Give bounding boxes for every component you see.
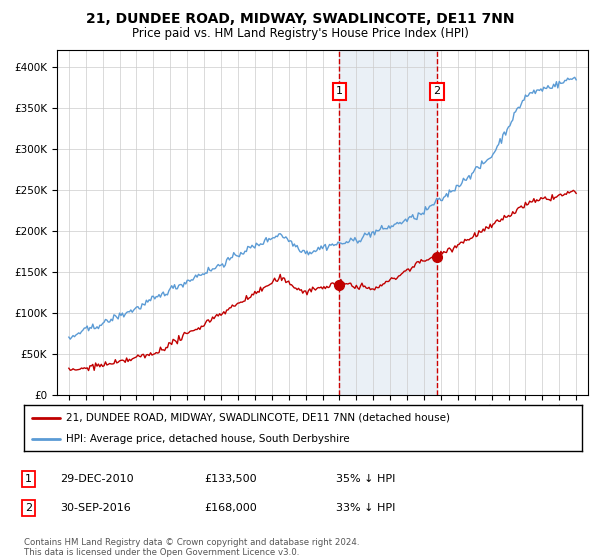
Text: 2: 2 <box>25 503 32 513</box>
Text: 1: 1 <box>336 86 343 96</box>
Text: 30-SEP-2016: 30-SEP-2016 <box>60 503 131 513</box>
Text: 21, DUNDEE ROAD, MIDWAY, SWADLINCOTE, DE11 7NN (detached house): 21, DUNDEE ROAD, MIDWAY, SWADLINCOTE, DE… <box>66 413 450 423</box>
Text: 29-DEC-2010: 29-DEC-2010 <box>60 474 134 484</box>
Text: HPI: Average price, detached house, South Derbyshire: HPI: Average price, detached house, Sout… <box>66 435 349 444</box>
Text: 21, DUNDEE ROAD, MIDWAY, SWADLINCOTE, DE11 7NN: 21, DUNDEE ROAD, MIDWAY, SWADLINCOTE, DE… <box>86 12 514 26</box>
Text: 33% ↓ HPI: 33% ↓ HPI <box>336 503 395 513</box>
Text: Contains HM Land Registry data © Crown copyright and database right 2024.
This d: Contains HM Land Registry data © Crown c… <box>24 538 359 557</box>
Text: £168,000: £168,000 <box>204 503 257 513</box>
Bar <box>340 50 437 395</box>
Text: 1: 1 <box>25 474 32 484</box>
Text: £133,500: £133,500 <box>204 474 257 484</box>
Text: Price paid vs. HM Land Registry's House Price Index (HPI): Price paid vs. HM Land Registry's House … <box>131 27 469 40</box>
Text: 2: 2 <box>433 86 440 96</box>
Text: 35% ↓ HPI: 35% ↓ HPI <box>336 474 395 484</box>
